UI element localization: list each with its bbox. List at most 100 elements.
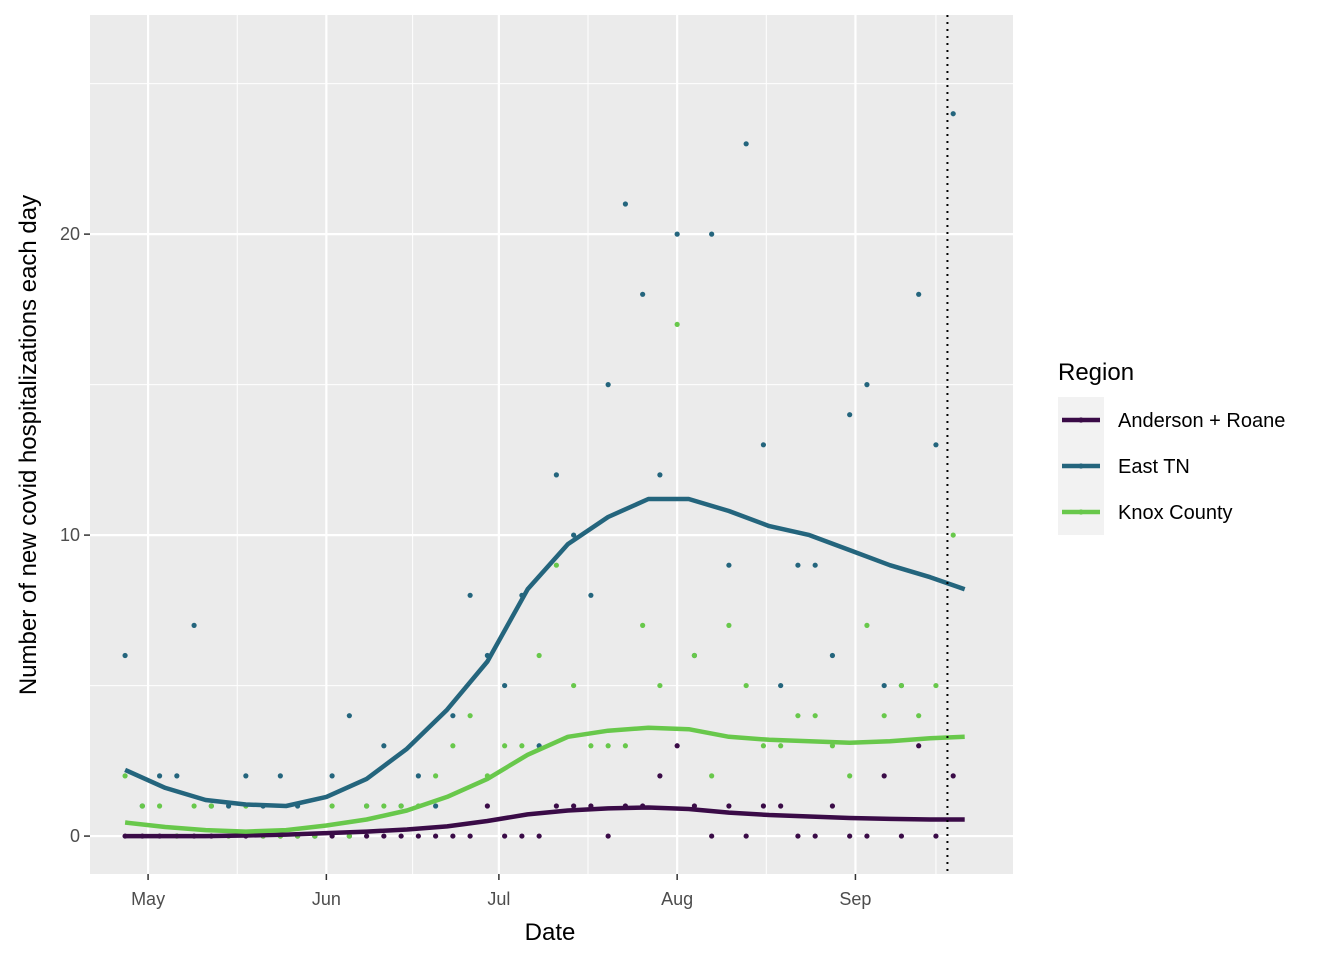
- data-point: [381, 803, 387, 809]
- data-point: [381, 743, 387, 749]
- data-point: [760, 803, 767, 809]
- data-point: [691, 652, 698, 659]
- legend-label: Knox County: [1118, 502, 1233, 524]
- data-point: [502, 743, 508, 749]
- legend-label: Anderson + Roane: [1118, 410, 1285, 432]
- y-tick-label: 10: [60, 525, 80, 545]
- data-point: [726, 622, 732, 628]
- data-point: [709, 231, 715, 237]
- data-point: [467, 713, 473, 719]
- legend-point: [1078, 509, 1084, 515]
- data-point: [881, 713, 887, 719]
- data-point: [519, 743, 525, 749]
- data-point: [916, 713, 922, 719]
- x-tick-label: Jul: [487, 889, 510, 909]
- data-point: [450, 713, 456, 719]
- data-point: [847, 773, 853, 779]
- data-point: [778, 743, 784, 749]
- data-point: [829, 743, 836, 749]
- data-point: [502, 682, 508, 689]
- data-point: [778, 682, 784, 689]
- data-point: [640, 622, 646, 628]
- data-point: [743, 141, 749, 147]
- data-point: [709, 833, 715, 839]
- data-point: [536, 652, 542, 659]
- data-point: [950, 532, 956, 538]
- data-point: [657, 472, 663, 478]
- data-point: [329, 773, 335, 779]
- data-point: [950, 111, 956, 117]
- data-point: [795, 713, 801, 719]
- data-point: [191, 803, 197, 809]
- data-point: [795, 833, 801, 839]
- data-point: [881, 773, 887, 779]
- data-point: [571, 532, 577, 538]
- data-point: [156, 803, 163, 809]
- data-point: [243, 773, 249, 779]
- data-point: [467, 592, 473, 598]
- data-point: [743, 682, 749, 689]
- data-point: [156, 773, 163, 779]
- data-point: [364, 803, 370, 809]
- data-point: [174, 773, 180, 779]
- data-point: [433, 803, 439, 809]
- data-point: [415, 773, 421, 779]
- data-point: [553, 562, 559, 568]
- data-point: [640, 291, 646, 297]
- data-point: [122, 652, 128, 659]
- data-point: [191, 622, 197, 628]
- data-point: [657, 682, 663, 689]
- data-point: [381, 833, 387, 839]
- plot-background: [90, 15, 1013, 874]
- data-point: [950, 773, 956, 779]
- x-tick-label: May: [131, 889, 165, 909]
- data-point: [829, 803, 836, 809]
- legend-title: Region: [1058, 359, 1134, 386]
- data-point: [605, 382, 611, 388]
- data-point: [571, 682, 577, 689]
- data-point: [829, 652, 836, 659]
- smooth-line: [124, 725, 965, 834]
- data-point: [864, 833, 870, 839]
- data-point: [536, 833, 542, 839]
- data-point: [657, 773, 663, 779]
- data-point: [553, 472, 559, 478]
- data-point: [864, 382, 870, 388]
- data-point: [553, 803, 559, 809]
- data-point: [329, 803, 335, 809]
- data-point: [760, 743, 767, 749]
- data-point: [847, 833, 853, 839]
- data-point: [450, 833, 456, 839]
- data-point: [812, 833, 818, 839]
- data-point: [933, 833, 939, 839]
- data-point: [709, 773, 715, 779]
- data-point: [277, 773, 283, 779]
- data-point: [588, 592, 594, 598]
- data-point: [484, 803, 490, 809]
- data-point: [605, 743, 611, 749]
- data-point: [864, 622, 870, 628]
- data-point: [898, 682, 905, 689]
- x-tick-label: Sep: [839, 889, 871, 909]
- x-tick-label: Aug: [661, 889, 693, 909]
- data-point: [502, 833, 508, 839]
- data-point: [916, 291, 922, 297]
- data-point: [881, 682, 887, 689]
- data-point: [622, 743, 628, 749]
- data-point: [622, 201, 628, 207]
- data-point: [415, 833, 421, 839]
- data-point: [726, 562, 732, 568]
- data-point: [571, 803, 577, 809]
- data-point: [346, 713, 352, 719]
- data-point: [122, 773, 128, 779]
- y-tick-label: 20: [60, 224, 80, 244]
- data-point: [674, 231, 680, 237]
- data-point: [812, 713, 818, 719]
- data-point: [778, 803, 784, 809]
- data-point: [916, 743, 922, 749]
- data-point: [519, 833, 525, 839]
- data-point: [398, 803, 404, 809]
- data-point: [726, 803, 732, 809]
- data-point: [433, 773, 439, 779]
